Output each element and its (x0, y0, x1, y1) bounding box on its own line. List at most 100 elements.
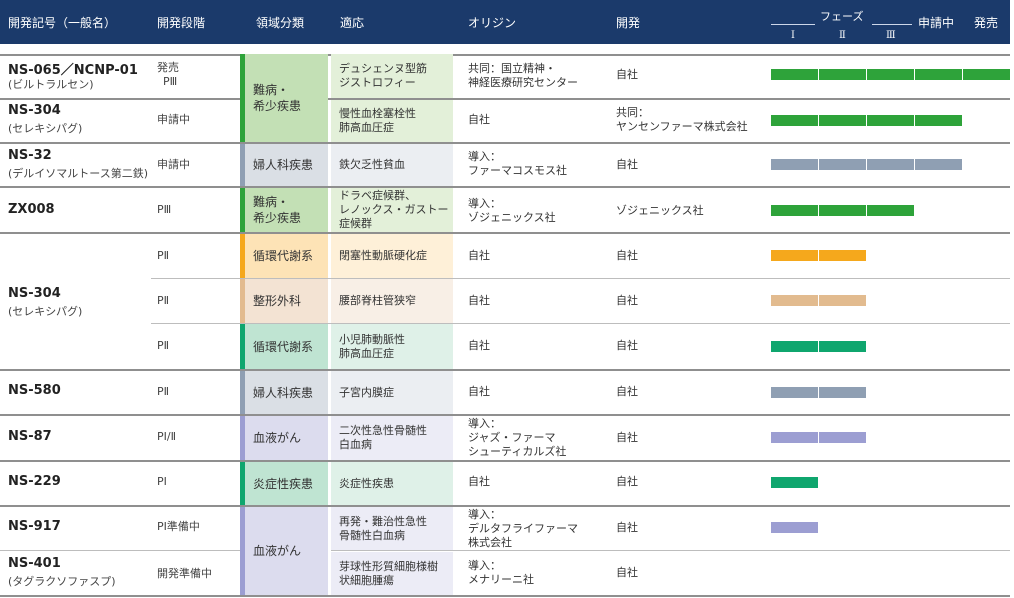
indication-text: 骨髄性白血病 (339, 528, 405, 542)
development-text: 自社 (616, 385, 638, 398)
drug-generic: (セレキシパグ) (8, 122, 83, 135)
header-phase-3: Ⅲ (886, 30, 896, 41)
stage: PⅡ (157, 294, 170, 307)
row-separator-thin (331, 550, 1010, 551)
origin-text: 自社 (468, 475, 490, 488)
category-cell: 循環代謝系 (240, 234, 328, 278)
origin-text: 導入： (468, 417, 501, 430)
header-category: 領域分類 (256, 16, 305, 30)
row-separator (0, 98, 1010, 100)
origin-text: シューティカルズ社 (468, 445, 567, 458)
row-separator-thin (0, 550, 240, 551)
category-cell: 炎症性疾患 (240, 462, 328, 505)
drug-code: NS-304 (8, 103, 61, 118)
indication-text: 子宮内膜症 (339, 385, 394, 399)
category-cell: 血液がん (240, 507, 328, 595)
origin-text: ファーマコスモス社 (468, 164, 567, 177)
origin-text: ゾジェニックス社 (468, 211, 556, 224)
row-separator (0, 186, 1010, 188)
header-indication: 適応 (340, 16, 365, 30)
indication-cell: 腰部脊柱管狭窄 (331, 279, 453, 323)
indication-text: 炎症性疾患 (339, 476, 394, 490)
phase-segment-divider (818, 115, 819, 126)
drug-code: NS-401 (8, 556, 61, 571)
category-cell: 婦人科疾患 (240, 371, 328, 414)
stage: PⅢ (157, 203, 172, 216)
indication-text: ジストロフィー (339, 76, 416, 89)
phase-progress-bar (771, 387, 866, 398)
row-separator (0, 232, 1010, 234)
stage: 開発準備中 (157, 567, 212, 580)
indication-cell: 子宮内膜症 (331, 371, 453, 414)
row-separator (0, 414, 1010, 416)
category-cell: 血液がん (240, 416, 328, 460)
drug-generic: (デルイソマルトース第二鉄) (8, 167, 149, 180)
category-label: 婦人科疾患 (253, 385, 314, 400)
indication-cell: 二次性急性骨髄性 白血病 (331, 416, 453, 460)
category-bar (240, 234, 245, 278)
category-label: 循環代謝系 (253, 339, 314, 354)
indication-cell: 芽球性形質細胞様樹 状細胞腫瘍 (331, 552, 453, 595)
category-label: 循環代謝系 (253, 249, 314, 263)
header-phase-1: Ⅰ (791, 30, 795, 41)
row-separator (0, 595, 1010, 597)
development-text: 共同： (616, 106, 649, 119)
category-label: 希少疾患 (253, 211, 302, 225)
phase-segment-divider (866, 205, 867, 216)
indication-text: 鉄欠乏性貧血 (339, 158, 405, 171)
category-label: 炎症性疾患 (253, 476, 314, 491)
phase-segment-divider (818, 432, 819, 443)
origin-text: 自社 (468, 339, 490, 352)
drug-code: ZX008 (8, 202, 55, 217)
stage: PⅢ (163, 75, 178, 88)
row-separator (0, 369, 1010, 371)
phase-segment-divider (818, 387, 819, 398)
header-phase-2: Ⅱ (839, 30, 846, 41)
header-phase: フェーズ (820, 10, 864, 23)
drug-code: NS-580 (8, 383, 61, 398)
category-cell: 循環代謝系 (240, 324, 328, 369)
development-text: 自社 (616, 68, 638, 81)
phase-progress-bar (771, 250, 866, 261)
stage: PⅠ/Ⅱ (157, 430, 176, 443)
origin-text: 自社 (468, 249, 490, 262)
row-separator-thin (151, 278, 1010, 279)
phase-segment-divider (962, 69, 963, 80)
drug-code: NS-304 (8, 286, 61, 301)
phase-segment-divider (818, 159, 819, 170)
indication-cell: デュシェンヌ型筋 ジストロフィー (331, 54, 453, 98)
category-label: 血液がん (253, 544, 302, 558)
origin-text: 導入： (468, 508, 501, 521)
category-cell: 難病・ 希少疾患 (240, 54, 328, 142)
category-bar (240, 279, 245, 323)
development-text: 自社 (616, 158, 638, 171)
phase-segment-divider (818, 341, 819, 352)
phase-progress-bar (771, 159, 962, 170)
origin-text: 導入： (468, 150, 501, 163)
origin-text: デルタフライファーマ (468, 522, 578, 535)
indication-text: 二次性急性骨髄性 (339, 424, 427, 437)
category-label: 希少疾患 (253, 99, 302, 113)
category-bar (240, 54, 245, 142)
category-bar (240, 188, 245, 232)
row-separator (0, 54, 1010, 56)
category-cell: 婦人科疾患 (240, 144, 328, 186)
header-stage: 開発段階 (157, 16, 206, 30)
drug-code: NS-917 (8, 519, 61, 534)
phase-progress-bar (771, 522, 818, 533)
indication-cell: 炎症性疾患 (331, 462, 453, 505)
header-code: 開発記号（一般名） (8, 16, 117, 30)
origin-text: 導入： (468, 197, 501, 210)
category-bar (240, 371, 245, 414)
phase-progress-bar (771, 295, 866, 306)
category-label: 血液がん (253, 431, 302, 445)
phase-segment-divider (866, 115, 867, 126)
header-filing: 申請中 (918, 16, 955, 30)
stage: PⅡ (157, 339, 170, 352)
phase-progress-bar (771, 205, 914, 216)
table-header: 開発記号（一般名） 開発段階 領域分類 適応 オリジン 開発 フェーズ Ⅰ Ⅱ … (0, 0, 1010, 44)
drug-generic: (タグラクソファスプ) (8, 575, 116, 588)
indication-cell: 小児肺動脈性 肺高血圧症 (331, 324, 453, 369)
indication-text: 芽球性形質細胞様樹 (339, 559, 438, 573)
